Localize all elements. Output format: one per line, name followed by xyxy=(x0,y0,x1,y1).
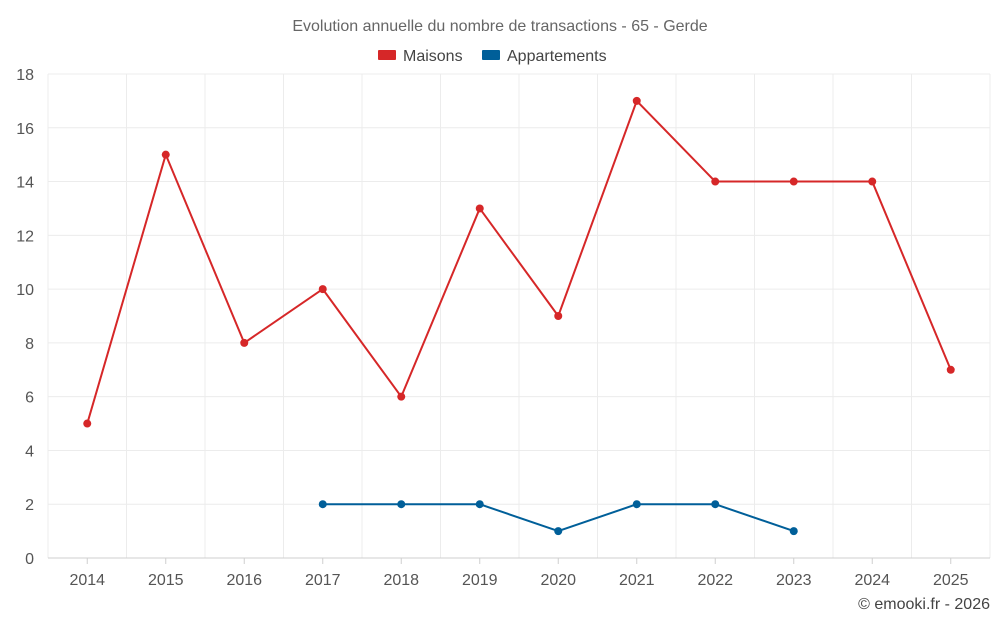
x-tick-label: 2025 xyxy=(933,572,969,589)
data-point-appartements-2022[interactable]: Appartements 2022: 2 xyxy=(711,500,720,509)
legend: Maisons Appartements xyxy=(378,48,607,65)
y-tick-label: 4 xyxy=(25,443,34,460)
y-axis-ticks: 0 2 4 6 8 10 12 14 16 18 xyxy=(16,67,34,568)
series-layer: Maisons 2014: 5 Maisons 2015: 15 Maisons 2… xyxy=(83,96,955,536)
y-tick-label: 16 xyxy=(16,121,34,138)
x-tick-label: 2016 xyxy=(226,572,262,589)
data-point-maisons-2023[interactable]: Maisons 2023: 14 xyxy=(789,177,798,186)
chart-title: Evolution annuelle du nombre de transact… xyxy=(292,18,707,35)
data-point-appartements-2019[interactable]: Appartements 2019: 2 xyxy=(475,500,484,509)
data-point-maisons-2021[interactable]: Maisons 2021: 17 xyxy=(632,96,641,105)
y-tick-label: 18 xyxy=(16,67,34,84)
data-point-maisons-2016[interactable]: Maisons 2016: 8 xyxy=(240,338,249,347)
y-tick-label: 8 xyxy=(25,336,34,353)
legend-label-maisons[interactable]: Maisons xyxy=(403,48,463,65)
data-point-appartements-2023[interactable]: Appartements 2023: 1 xyxy=(789,527,798,536)
y-tick-label: 14 xyxy=(16,175,34,192)
data-point-maisons-2020[interactable]: Maisons 2020: 9 xyxy=(554,312,563,320)
series-appartements: Appartements 2017: 2 Appartements 2018: 2… xyxy=(318,500,798,536)
x-tick-label: 2022 xyxy=(697,572,733,589)
data-point-appartements-2020[interactable]: Appartements 2020: 1 xyxy=(554,527,563,536)
data-point-maisons-2018[interactable]: Maisons 2018: 6 xyxy=(397,392,406,401)
series-line-maisons xyxy=(86,99,952,424)
grid xyxy=(47,73,991,559)
y-tick-label: 10 xyxy=(16,282,34,299)
legend-swatch-appartements xyxy=(482,50,500,60)
x-tick-label: 2015 xyxy=(148,572,184,589)
data-point-maisons-2014[interactable]: Maisons 2014: 5 xyxy=(83,419,92,428)
x-axis-ticks: 2014 2015 2016 2017 2018 2019 2020 2021 2022 2023… xyxy=(69,558,969,589)
data-point-maisons-2022[interactable]: Maisons 2022: 14 xyxy=(711,177,720,186)
data-point-maisons-2025[interactable]: Maisons 2025: 7 xyxy=(946,365,955,374)
x-tick-label: 2019 xyxy=(462,572,498,589)
data-point-appartements-2018[interactable]: Appartements 2018: 2 xyxy=(397,500,406,509)
x-tick-label: 2023 xyxy=(776,572,812,589)
x-tick-label: 2021 xyxy=(619,572,655,589)
y-tick-label: 6 xyxy=(25,390,34,407)
x-tick-label: 2014 xyxy=(69,572,105,589)
credit-text: © emooki.fr - 2026 xyxy=(858,596,990,613)
data-point-maisons-2017[interactable]: Maisons 2017: 10 xyxy=(318,285,327,294)
x-tick-label: 2018 xyxy=(383,572,419,589)
y-tick-label: 2 xyxy=(25,497,34,514)
x-tick-label: 2017 xyxy=(305,572,341,589)
data-point-maisons-2024[interactable]: Maisons 2024: 14 xyxy=(868,177,877,186)
data-point-maisons-2015[interactable]: Maisons 2015: 15 xyxy=(161,150,170,159)
y-tick-label: 12 xyxy=(16,228,34,245)
legend-label-appartements[interactable]: Appartements xyxy=(507,48,607,65)
x-tick-label: 2024 xyxy=(854,572,890,589)
series-line-appartements xyxy=(322,503,795,533)
y-tick-label: 0 xyxy=(25,551,34,568)
data-point-maisons-2019[interactable]: Maisons 2019: 13 xyxy=(475,204,484,213)
legend-swatch-maisons xyxy=(378,50,396,60)
x-tick-label: 2020 xyxy=(540,572,576,589)
series-maisons: Maisons 2014: 5 Maisons 2015: 15 Maisons 2… xyxy=(83,96,955,428)
data-point-appartements-2021[interactable]: Appartements 2021: 2 xyxy=(632,500,641,509)
data-point-appartements-2017[interactable]: Appartements 2017: 2 xyxy=(318,500,327,509)
